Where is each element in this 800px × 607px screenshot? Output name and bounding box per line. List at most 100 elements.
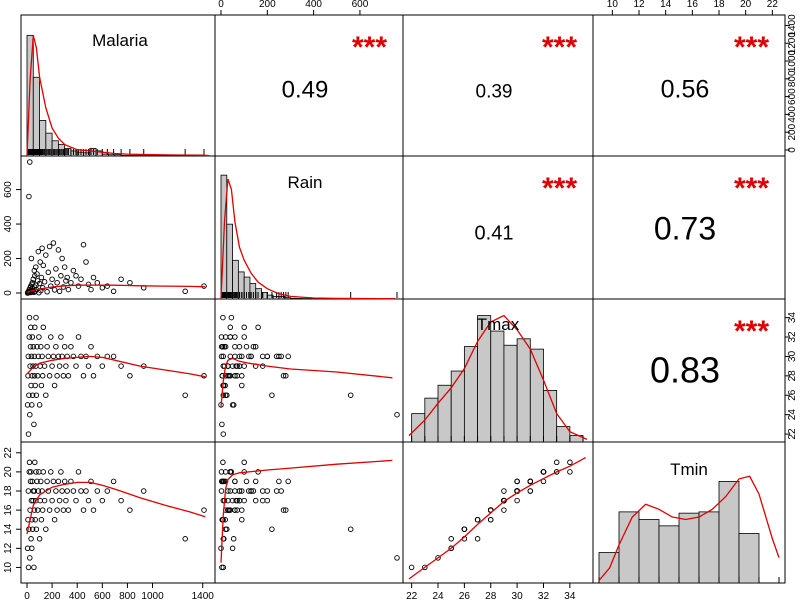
x-tick-label-tmax: 34 — [564, 591, 576, 602]
x-tick-label-tmax: 24 — [432, 591, 444, 602]
scatter-point — [41, 497, 48, 504]
scatter-point — [32, 459, 38, 466]
scatter-point — [220, 459, 226, 466]
scatter-point — [28, 469, 34, 475]
y-tick-label-malaria: 400 — [787, 106, 798, 123]
scatter-point — [219, 421, 225, 428]
x-tick-label-tmin: 14 — [660, 0, 672, 10]
scatter-point — [53, 343, 59, 350]
scatter-point — [29, 545, 35, 552]
scatter-point — [26, 334, 33, 340]
panel-frame-Tmax-Malaria — [20, 298, 216, 443]
histogram-bar — [437, 384, 452, 443]
scatter-point — [34, 478, 40, 485]
scatter-point — [50, 240, 57, 246]
scatter-point — [227, 488, 234, 494]
scatter-point — [227, 324, 234, 331]
scatter-point — [501, 488, 507, 494]
x-tick-label-tmin: 10 — [607, 0, 619, 10]
y-tick-label-malaria: 600 — [787, 88, 798, 105]
x-tick-label-tmax: 30 — [512, 591, 524, 602]
scatter-point — [201, 507, 207, 513]
correlation-value: 0.56 — [661, 76, 710, 104]
scatter-point — [230, 402, 237, 408]
histogram-bar — [127, 154, 135, 157]
scatter-point — [78, 276, 84, 282]
scatter-point — [219, 564, 225, 571]
scatter-point — [218, 469, 225, 475]
scatter-point — [49, 363, 55, 369]
scatter-point — [88, 286, 94, 293]
histogram-bar — [463, 346, 478, 443]
scatter-point — [39, 353, 45, 360]
scatter-point — [250, 488, 257, 494]
scatter-point — [35, 353, 42, 360]
scatter-point — [65, 373, 72, 379]
histogram-bar — [133, 155, 141, 157]
scatter-point — [53, 488, 59, 494]
scatter-point — [36, 334, 42, 340]
y-tick-label-tmax: 32 — [787, 331, 798, 343]
scatter-point — [49, 276, 55, 282]
scatter-point — [59, 255, 65, 262]
histogram-bar — [516, 338, 531, 443]
scatter-point — [239, 488, 245, 494]
y-tick-label-tmax: 26 — [787, 389, 798, 401]
scatter-point — [104, 283, 111, 289]
scatter-point — [232, 488, 238, 494]
scatter-point — [26, 392, 32, 398]
y-tick-label-malaria: 0 — [787, 147, 798, 153]
scatter-point — [26, 193, 32, 200]
x-tick-label-malaria: 1000 — [141, 591, 164, 602]
scatter-point — [50, 353, 57, 360]
scatter-point — [250, 343, 257, 350]
scatter-point — [25, 564, 32, 571]
scatter-point — [220, 353, 227, 360]
scatter-point — [229, 545, 236, 552]
x-tick-label-tmax: 22 — [406, 591, 418, 602]
scatter-point — [90, 274, 97, 281]
x-tick-label-malaria: 400 — [69, 591, 86, 602]
scatter-point — [54, 507, 60, 513]
scatter-point — [36, 402, 43, 408]
scatter-point — [38, 343, 44, 350]
loess-line — [26, 355, 206, 378]
scatter-point — [27, 555, 33, 561]
x-tick-label-tmax: 26 — [459, 591, 471, 602]
correlation-value: 0.39 — [476, 82, 513, 103]
scatter-point — [85, 281, 92, 288]
scatter-point — [239, 382, 245, 389]
scatter-point — [110, 478, 117, 485]
x-tick-label-tmin: 22 — [767, 0, 779, 10]
scatter-point — [25, 431, 32, 437]
y-tick-label-tmax: 22 — [787, 428, 798, 440]
scatter-point — [56, 288, 63, 295]
scatter-point — [51, 516, 58, 523]
scatter-point — [218, 488, 225, 494]
scatter-point — [39, 373, 46, 379]
scatter-point — [44, 289, 50, 295]
scatter-point — [45, 353, 52, 360]
scatter-point — [220, 536, 227, 542]
scatter-point — [26, 459, 33, 466]
scatter-point — [259, 488, 266, 494]
scatter-point — [34, 271, 40, 277]
scatter-point — [127, 279, 133, 286]
scatter-point — [55, 247, 62, 253]
scatter-point — [45, 269, 52, 276]
scatter-point — [33, 469, 39, 475]
scatter-point — [236, 497, 243, 504]
scatter-point — [55, 478, 62, 485]
scatter-point — [88, 343, 94, 350]
histogram-bar — [698, 511, 720, 584]
scatter-point — [83, 488, 89, 494]
y-tick-label-tmax: 34 — [787, 312, 798, 324]
loess-line — [408, 457, 587, 580]
y-tick-label-tmax: 30 — [787, 350, 798, 362]
scatter-point — [38, 274, 45, 281]
y-tick-label-malaria: 1400 — [787, 14, 798, 37]
histogram-bar — [226, 223, 233, 300]
significance-stars: *** — [734, 172, 769, 205]
x-tick-label-tmax: 28 — [485, 591, 497, 602]
scatter-point — [60, 507, 67, 513]
